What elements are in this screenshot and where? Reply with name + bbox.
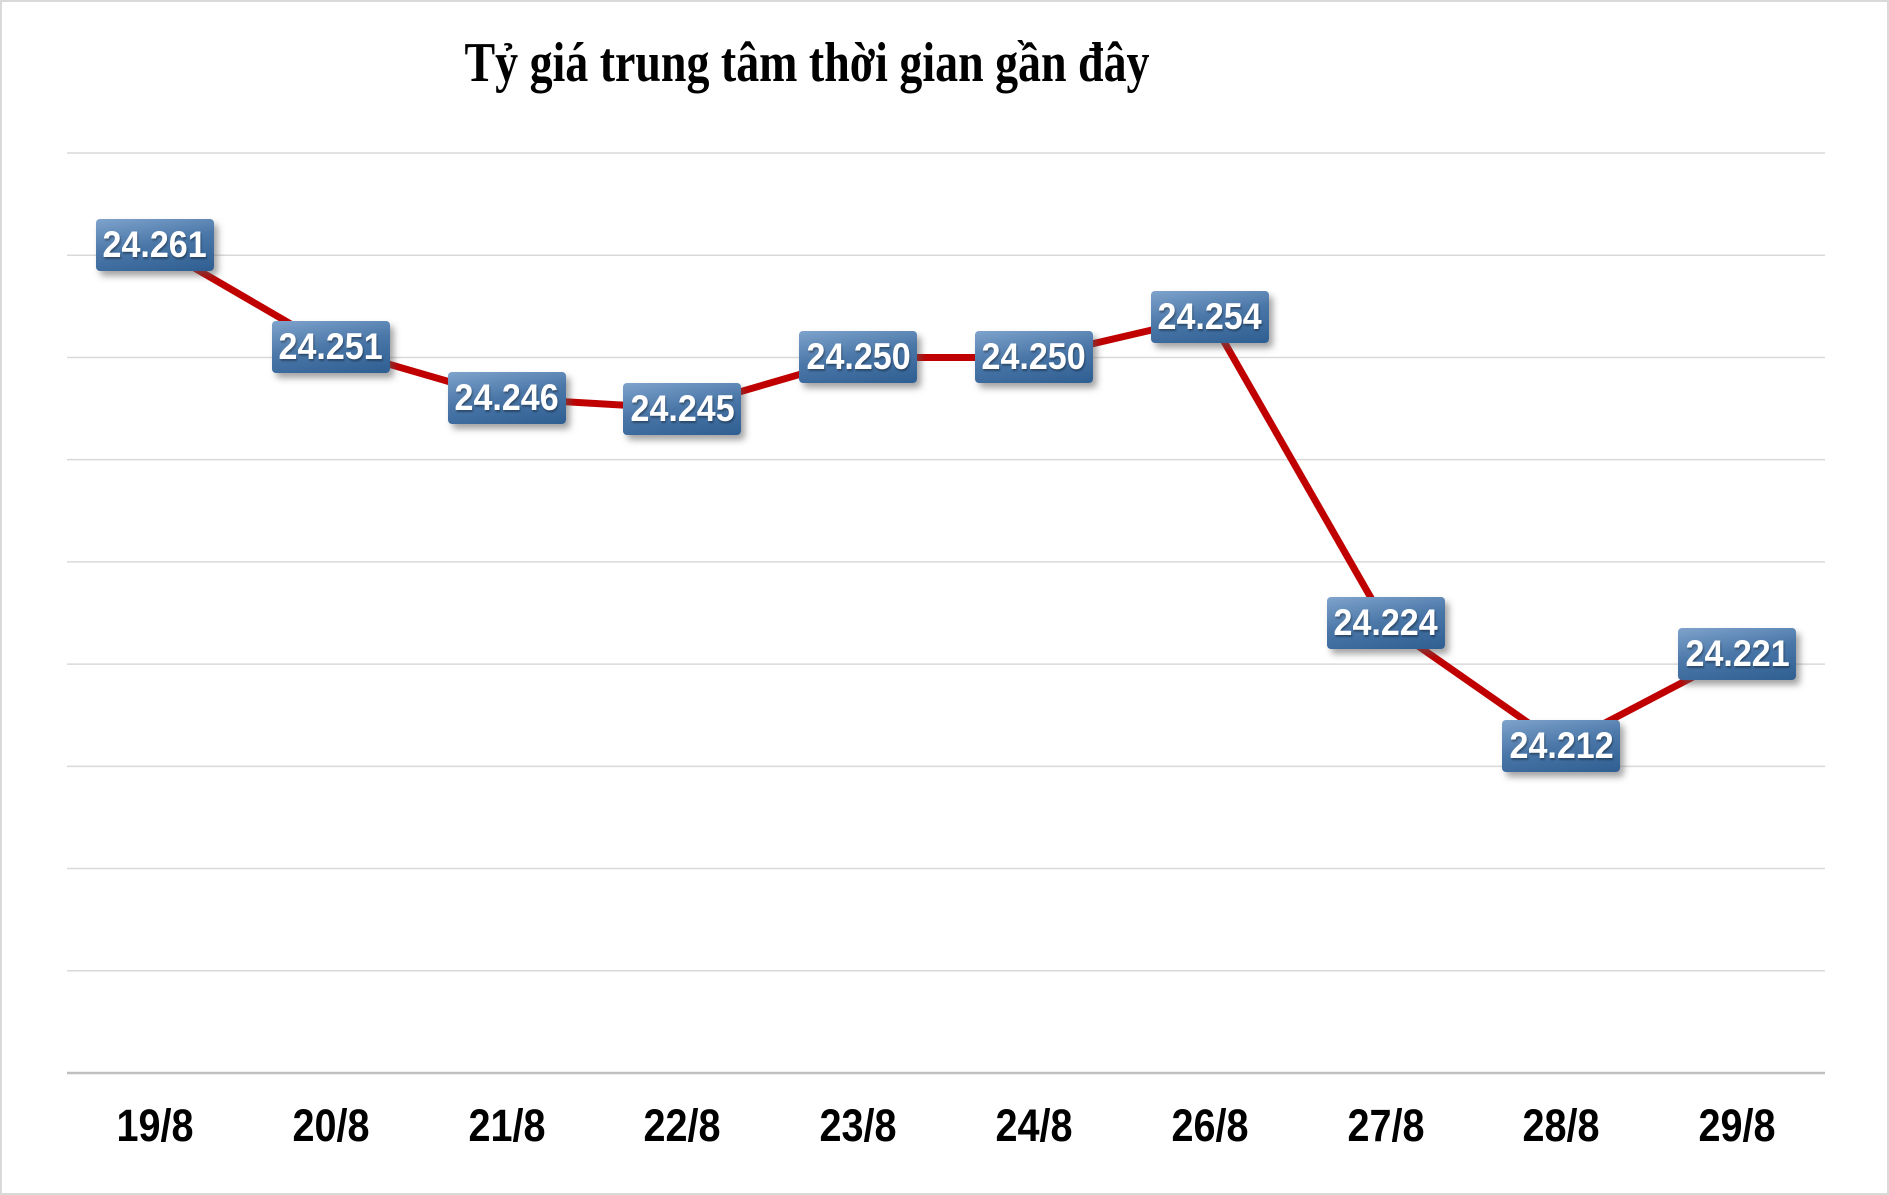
- data-label: 24.245: [623, 382, 742, 435]
- data-label: 24.254: [1150, 290, 1269, 343]
- data-label: 24.246: [447, 372, 566, 425]
- price-line: [151, 241, 1741, 750]
- chart-title: Tỷ giá trung tâm thời gian gần đây: [464, 32, 1150, 94]
- x-axis-label: 24/8: [995, 1100, 1073, 1151]
- data-label: 24.251: [271, 321, 390, 374]
- x-axis-label: 27/8: [1346, 1100, 1425, 1151]
- x-axis-label: 21/8: [467, 1100, 546, 1151]
- x-axis-label: 28/8: [1522, 1100, 1600, 1151]
- x-axis-label: 22/8: [643, 1100, 721, 1151]
- x-axis-label: 19/8: [116, 1100, 194, 1151]
- x-axis-label: 23/8: [819, 1100, 897, 1151]
- x-axis-label: 26/8: [1171, 1100, 1249, 1151]
- data-label: 24.261: [95, 219, 214, 271]
- x-axis-label: 20/8: [292, 1100, 370, 1151]
- data-label: 24.221: [1678, 627, 1797, 680]
- data-label: 24.224: [1326, 597, 1445, 650]
- data-label: 24.212: [1502, 719, 1621, 772]
- x-axis-label: 29/8: [1698, 1100, 1776, 1151]
- data-label: 24.250: [974, 331, 1093, 384]
- data-label: 24.250: [799, 331, 918, 384]
